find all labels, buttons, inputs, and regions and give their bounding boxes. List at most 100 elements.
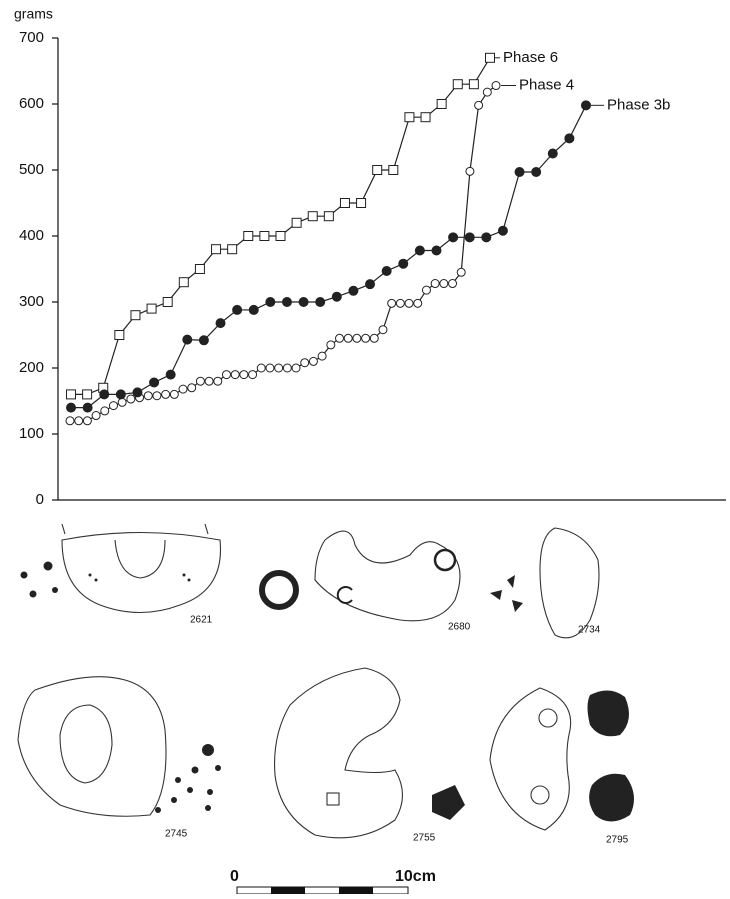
marker — [249, 305, 258, 314]
marker — [415, 246, 424, 255]
marker — [316, 298, 325, 307]
marker — [301, 359, 309, 367]
drawing-2755: 2755 — [275, 668, 465, 844]
marker — [67, 403, 76, 412]
series-label: Phase 3b — [607, 96, 670, 113]
marker — [492, 82, 500, 90]
marker — [469, 80, 478, 89]
series-line — [71, 58, 490, 395]
marker — [486, 53, 495, 62]
marker — [153, 392, 161, 400]
marker — [216, 319, 225, 328]
marker — [475, 101, 483, 109]
marker — [195, 265, 204, 274]
marker — [222, 371, 230, 379]
marker — [362, 334, 370, 342]
y-tick-label: 300 — [19, 293, 44, 310]
marker — [405, 113, 414, 122]
marker — [370, 334, 378, 342]
marker — [405, 299, 413, 307]
marker — [582, 101, 591, 110]
marker — [170, 390, 178, 398]
marker — [349, 286, 358, 295]
marker — [282, 298, 291, 307]
marker — [340, 199, 349, 208]
marker — [115, 331, 124, 340]
drawing-label: 2621 — [190, 615, 213, 626]
marker — [336, 334, 344, 342]
marker — [83, 390, 92, 399]
marker — [318, 352, 326, 360]
drawing-2621: 2621 — [21, 524, 221, 626]
marker — [449, 233, 458, 242]
marker — [205, 377, 213, 385]
marker — [382, 266, 391, 275]
marker — [131, 311, 140, 320]
marker — [388, 299, 396, 307]
marker — [92, 412, 100, 420]
marker — [532, 167, 541, 176]
marker — [483, 88, 491, 96]
marker — [440, 280, 448, 288]
marker — [144, 392, 152, 400]
marker — [432, 246, 441, 255]
marker — [100, 390, 109, 399]
marker — [292, 364, 300, 372]
drawing-2680: 2680 — [262, 531, 471, 633]
marker — [260, 232, 269, 241]
marker — [457, 268, 465, 276]
marker — [308, 212, 317, 221]
marker — [466, 167, 474, 175]
marker — [127, 395, 135, 403]
marker — [163, 298, 172, 307]
series-line — [71, 105, 586, 407]
marker — [199, 336, 208, 345]
marker — [379, 326, 387, 334]
marker — [421, 113, 430, 122]
marker — [449, 280, 457, 288]
marker — [366, 280, 375, 289]
scale-end: 10cm — [395, 868, 436, 885]
marker — [147, 304, 156, 313]
marker — [414, 299, 422, 307]
scale-start: 0 — [230, 868, 239, 885]
marker — [133, 388, 142, 397]
y-tick-label: 200 — [19, 359, 44, 376]
y-tick-label: 600 — [19, 95, 44, 112]
marker — [116, 390, 125, 399]
drawing-2745: 2745 — [18, 677, 221, 840]
marker — [548, 149, 557, 158]
marker — [299, 298, 308, 307]
marker — [309, 357, 317, 365]
marker — [353, 334, 361, 342]
marker — [228, 245, 237, 254]
drawing-label: 2745 — [165, 829, 188, 840]
marker — [162, 390, 170, 398]
marker — [212, 245, 221, 254]
scale-bar: 0 10cm — [230, 868, 436, 894]
drawing-label: 2795 — [606, 835, 629, 846]
marker — [83, 417, 91, 425]
marker — [431, 280, 439, 288]
marker — [373, 166, 382, 175]
marker — [231, 371, 239, 379]
marker — [482, 233, 491, 242]
marker — [453, 80, 462, 89]
marker — [332, 292, 341, 301]
marker — [396, 299, 404, 307]
marker — [437, 100, 446, 109]
marker — [327, 341, 335, 349]
series-label: Phase 4 — [519, 76, 574, 93]
marker — [266, 364, 274, 372]
marker — [179, 385, 187, 393]
page: grams 2621 2680 2734 2745 2755 2795 — [0, 0, 730, 894]
marker — [283, 364, 291, 372]
marker — [188, 384, 196, 392]
marker — [83, 403, 92, 412]
marker — [465, 233, 474, 242]
drawing-label: 2734 — [578, 625, 601, 636]
marker — [266, 298, 275, 307]
marker — [498, 226, 507, 235]
marker — [249, 371, 257, 379]
marker — [357, 199, 366, 208]
